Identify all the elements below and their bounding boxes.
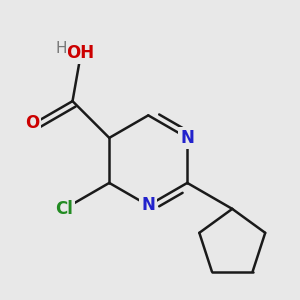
Text: H: H (56, 41, 67, 56)
Text: Cl: Cl (55, 200, 73, 218)
Text: N: N (141, 196, 155, 214)
Text: O: O (26, 114, 40, 132)
Text: N: N (180, 129, 194, 147)
Text: OH: OH (66, 44, 94, 62)
